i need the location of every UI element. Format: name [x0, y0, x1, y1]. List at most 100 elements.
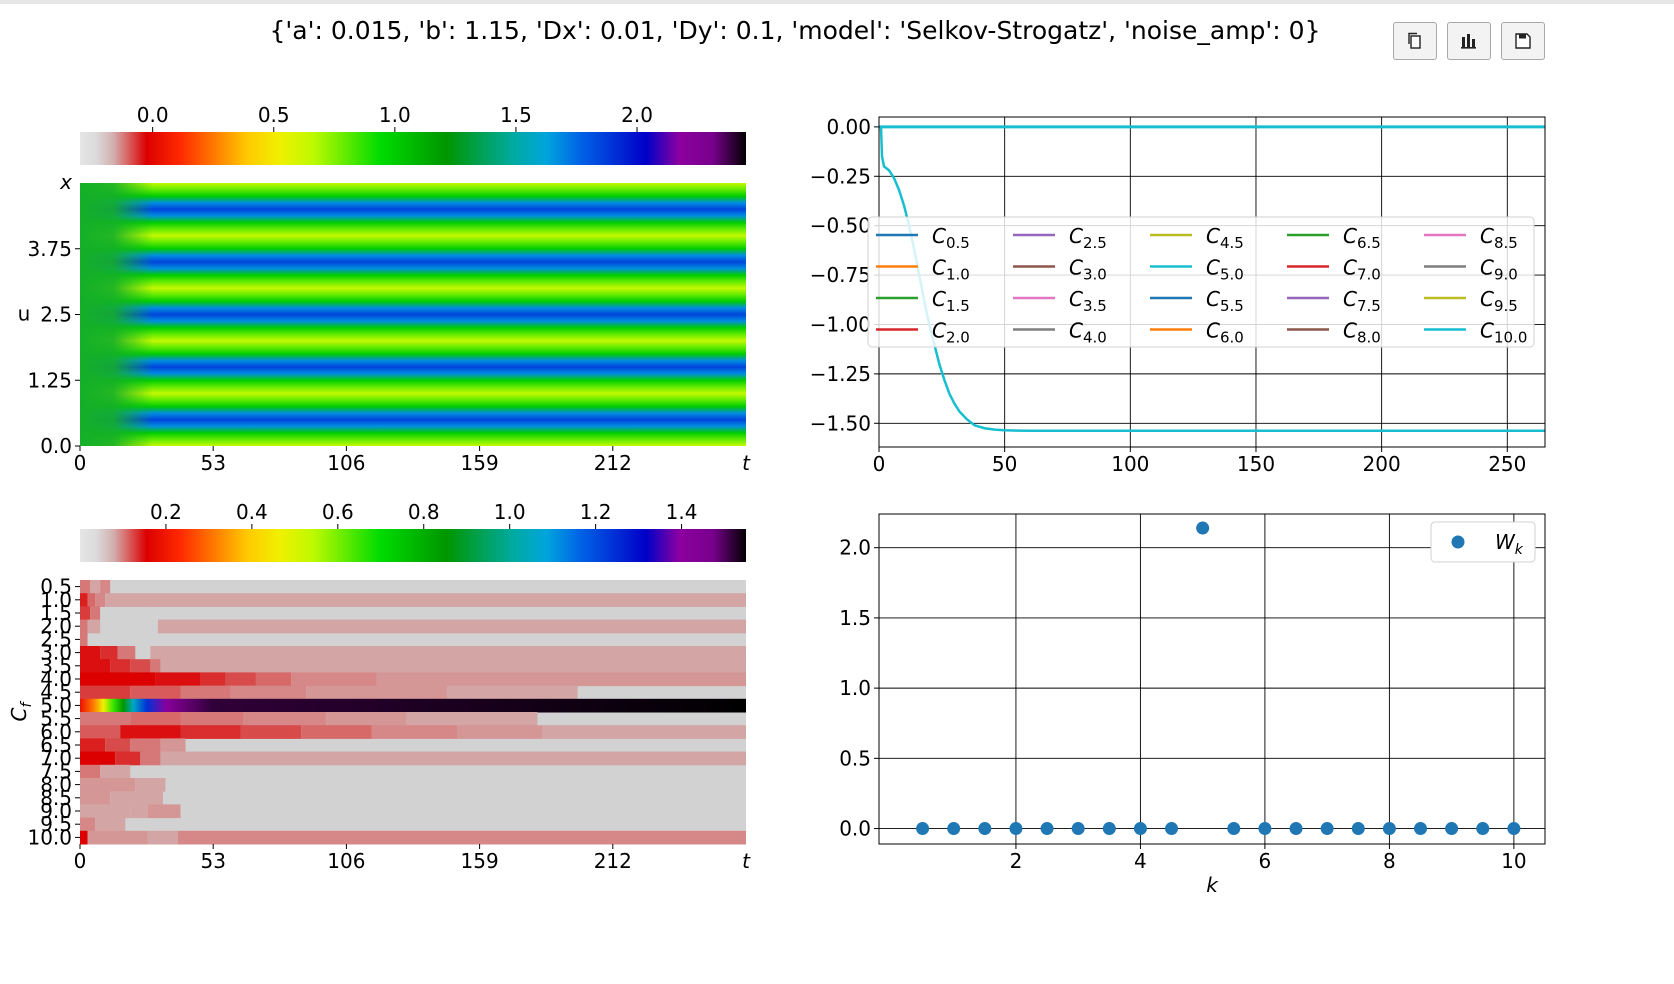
c-heatmap-cell	[95, 593, 106, 607]
u-xtick-label: 159	[461, 451, 499, 475]
scatter-point	[978, 822, 992, 836]
line-legend-subscript: 1.5	[946, 297, 970, 315]
line-legend-subscript: 5.0	[1220, 266, 1244, 284]
u-ylabel: u	[18, 302, 31, 326]
c-heatmap-cell	[95, 817, 126, 832]
c-heatmap-cell	[87, 830, 148, 845]
scatter-ytick-label: 1.0	[839, 676, 871, 700]
line-legend-subscript: 10.0	[1494, 329, 1527, 347]
c-heatmap-cell	[180, 725, 241, 739]
c-heatmap-cell	[160, 738, 186, 753]
line-legend-subscript: 1.0	[946, 266, 970, 284]
u-ytick-label: 2.5	[40, 303, 72, 327]
u-xtick-label: 106	[327, 451, 365, 475]
scatter-xtick-label: 8	[1383, 849, 1396, 873]
line-legend-subscript: 6.0	[1220, 329, 1244, 347]
c-ytick-label: 4.5	[40, 680, 72, 704]
c-heatmap-cell	[147, 804, 181, 819]
c-heatmap-cell	[160, 659, 747, 673]
line-legend-subscript: 7.5	[1357, 297, 1381, 315]
c-ytick-label: 8.5	[40, 786, 72, 810]
c-xtick-label: 212	[594, 849, 632, 873]
c-heatmap-cell	[456, 725, 543, 739]
line-legend-subscript: 8.5	[1494, 234, 1518, 252]
c-ylabel: Cf	[7, 700, 35, 721]
line-xtick-label: 50	[992, 452, 1017, 476]
c-heatmap-row-5.0	[80, 698, 746, 713]
line-ytick-label: −1.25	[810, 362, 871, 386]
scatter-point	[1102, 822, 1116, 836]
c-heatmap-cell	[80, 817, 96, 832]
line-xtick-label: 150	[1237, 452, 1275, 476]
c-heatmap-cell	[85, 580, 91, 594]
line-ytick-label: −0.75	[810, 263, 871, 287]
c-ytick-label: 5.5	[40, 707, 72, 731]
line-legend-subscript: 2.0	[946, 329, 970, 347]
c-ytick-label: 0.5	[40, 575, 72, 599]
scatter-point	[1009, 822, 1023, 836]
c-heatmap-cell	[80, 738, 106, 753]
c-heatmap-cell	[130, 659, 151, 673]
u-colorbar-tick-label: 0.5	[258, 103, 290, 127]
c-heatmap-cell	[376, 672, 746, 687]
scatter-point	[947, 822, 961, 836]
save-button[interactable]	[1501, 22, 1545, 60]
c-heatmap-cell	[371, 725, 457, 739]
scatter-xtick-label: 10	[1501, 849, 1526, 873]
c-colorbar-tick-label: 0.2	[150, 500, 182, 524]
line-ytick-label: −0.25	[810, 164, 871, 188]
c-colorbar-tick-label: 0.4	[236, 500, 268, 524]
line-legend-subscript: 2.5	[1083, 234, 1107, 252]
c-heatmap-cell	[225, 672, 256, 687]
c-heatmap-cell	[230, 685, 307, 700]
c-heatmap-cell	[80, 659, 111, 673]
scatter-point	[1258, 822, 1272, 836]
c-heatmap-cell	[100, 646, 118, 660]
scatter-point	[1196, 521, 1210, 535]
line-legend-subscript: 5.5	[1220, 297, 1244, 315]
scatter-point	[1040, 822, 1054, 836]
c-heatmap-cell	[80, 580, 86, 594]
line-xtick-label: 0	[873, 452, 886, 476]
line-legend-subscript: 3.5	[1083, 297, 1107, 315]
c-heatmap-cell	[157, 619, 747, 634]
c-heatmap-cell	[80, 606, 91, 621]
figure-title: {'a': 0.015, 'b': 1.15, 'Dx': 0.01, 'Dy'…	[269, 16, 1321, 45]
c-heatmap-cell	[90, 606, 101, 621]
c-heatmap-cell	[130, 804, 148, 819]
c-heatmap-cell	[240, 725, 302, 739]
c-heatmap-cell	[110, 659, 131, 673]
c-heatmap-cell	[80, 712, 131, 726]
c-heatmap-cell	[105, 593, 151, 607]
line-xtick-label: 250	[1488, 452, 1526, 476]
c-ytick-label: 4.0	[40, 667, 72, 691]
c-heatmap-cell	[130, 685, 181, 700]
line-legend-label: C6.0	[1206, 319, 1244, 347]
line-ytick-label: 0.00	[826, 115, 871, 139]
u-xtick-label: 0	[74, 451, 87, 475]
u-ytick-label: 1.25	[27, 368, 72, 392]
scatter-point	[1227, 822, 1241, 836]
scatter-point	[1071, 822, 1085, 836]
c-heatmap-cell	[80, 804, 131, 819]
u-yaxis-name: x	[59, 170, 72, 194]
c-heatmap-cell	[542, 725, 746, 739]
line-legend-subscript: 4.0	[1083, 329, 1107, 347]
line-legend-subscript: 7.0	[1357, 266, 1381, 284]
chart-button[interactable]	[1447, 22, 1491, 60]
scatter-point	[1414, 822, 1428, 836]
line-xtick-label: 100	[1111, 452, 1149, 476]
line-xtick-label: 200	[1363, 452, 1401, 476]
scatter-point	[1476, 822, 1490, 836]
line-series-c5	[879, 125, 1545, 433]
c-heatmap-cell	[80, 778, 136, 792]
scatter-ytick-label: 2.0	[839, 536, 871, 560]
copy-button[interactable]	[1393, 22, 1437, 60]
u-xaxis-name: t	[742, 451, 751, 475]
c-ytick-label: 9.0	[40, 799, 72, 823]
c-heatmap-cell	[80, 751, 116, 766]
scatter-point	[1289, 822, 1303, 836]
c-heatmap-cell	[200, 672, 226, 687]
c-heatmap-cell	[446, 685, 578, 700]
